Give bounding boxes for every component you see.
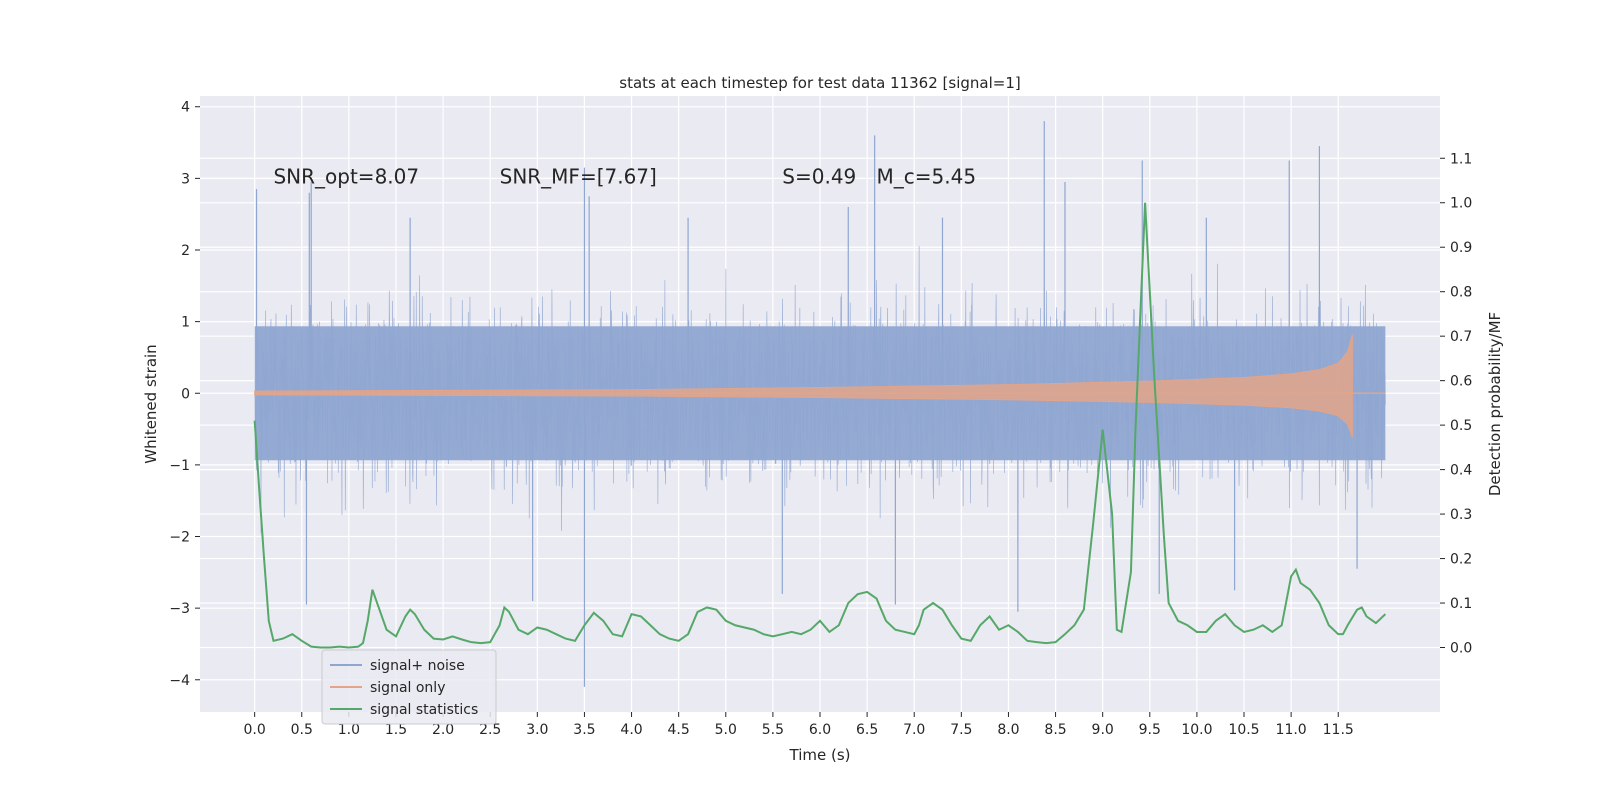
y2-tick-label: 0.0 — [1450, 641, 1472, 657]
y2-tick-label: 0.4 — [1450, 463, 1472, 479]
x-tick-label: 1.0 — [338, 722, 360, 738]
x-tick-label: 1.5 — [385, 722, 407, 738]
x-tick-label: 7.0 — [903, 722, 925, 738]
y2-tick-label: 0.9 — [1450, 240, 1472, 256]
x-tick-label: 8.0 — [997, 722, 1019, 738]
axis-ticks: 0.0 0.5 1.0 1.5 2.0 2.5 3.0 3.5 4.0 4.5 5.0 5.5 6.0 6… — [169, 100, 1472, 738]
x-tick-label: 5.0 — [715, 722, 737, 738]
x-tick-label: 2.5 — [479, 722, 501, 738]
y-tick-label: −2 — [169, 530, 190, 546]
x-tick-label: 9.0 — [1092, 722, 1114, 738]
y2-tick-label: 0.3 — [1450, 507, 1472, 523]
x-tick-label: 3.5 — [573, 722, 595, 738]
y-tick-label: 0 — [181, 386, 190, 402]
series-area-signal-only — [254, 334, 1353, 438]
series-signal-statistics — [253, 202, 1387, 649]
x-tick-label: 0.0 — [244, 722, 266, 738]
y-tick-label: −4 — [169, 673, 190, 689]
x-tick-label: 9.5 — [1139, 722, 1161, 738]
y2-tick-label: 0.7 — [1450, 329, 1472, 345]
annotations: SNR_opt=8.07 SNR_MF=[7.67] S=0.49 M_c=5.… — [273, 164, 976, 188]
series-line-signal-statistics — [253, 202, 1387, 649]
x-tick-label: 11.5 — [1323, 722, 1354, 738]
x-tick-label: 10.0 — [1181, 722, 1212, 738]
x-tick-label: 6.0 — [809, 722, 831, 738]
x-tick-label: 6.5 — [856, 722, 878, 738]
y-tick-label: 1 — [181, 315, 190, 331]
legend-label-signal-statistics: signal statistics — [370, 702, 478, 718]
y-tick-label: −1 — [169, 458, 190, 474]
y-tick-label: 4 — [181, 100, 190, 116]
x-tick-label: 8.5 — [1044, 722, 1066, 738]
chart-title: stats at each timestep for test data 113… — [619, 74, 1020, 92]
y-tick-label: 3 — [181, 171, 190, 187]
y-axis-label: Whitened strain — [142, 344, 160, 463]
y2-tick-label: 1.1 — [1450, 151, 1472, 167]
x-tick-label: 4.5 — [668, 722, 690, 738]
x-tick-label: 7.5 — [950, 722, 972, 738]
legend-label-signal-only: signal only — [370, 680, 445, 696]
annotation-s-value: S=0.49 — [782, 164, 856, 188]
y2-axis-label: Detection probability/MF — [1486, 312, 1504, 496]
y2-tick-label: 0.6 — [1450, 374, 1472, 390]
y2-tick-label: 0.8 — [1450, 285, 1472, 301]
annotation-mc-value: M_c=5.45 — [877, 164, 977, 188]
y-tick-label: −3 — [169, 601, 190, 617]
x-tick-label: 4.0 — [620, 722, 642, 738]
legend-box — [321, 649, 497, 725]
x-tick-label: 5.5 — [762, 722, 784, 738]
y2-tick-label: 1.0 — [1450, 196, 1472, 212]
x-tick-label: 11.0 — [1276, 722, 1307, 738]
annotation-snr-opt: SNR_opt=8.07 — [273, 164, 419, 188]
y-tick-label: 2 — [181, 243, 190, 259]
y2-tick-label: 0.1 — [1450, 596, 1472, 612]
legend: signal+ noise signal only signal statist… — [321, 649, 497, 725]
x-axis-label: Time (s) — [789, 746, 851, 764]
legend-label-signal-plus-noise: signal+ noise — [370, 658, 465, 674]
y2-tick-label: 0.5 — [1450, 418, 1472, 434]
annotation-snr-mf: SNR_MF=[7.67] — [500, 164, 657, 188]
x-tick-label: 2.0 — [432, 722, 454, 738]
series-signal-only — [254, 334, 1386, 438]
y2-tick-label: 0.2 — [1450, 552, 1472, 568]
x-tick-label: 0.5 — [291, 722, 313, 738]
x-tick-label: 10.5 — [1228, 722, 1259, 738]
x-tick-label: 3.0 — [526, 722, 548, 738]
